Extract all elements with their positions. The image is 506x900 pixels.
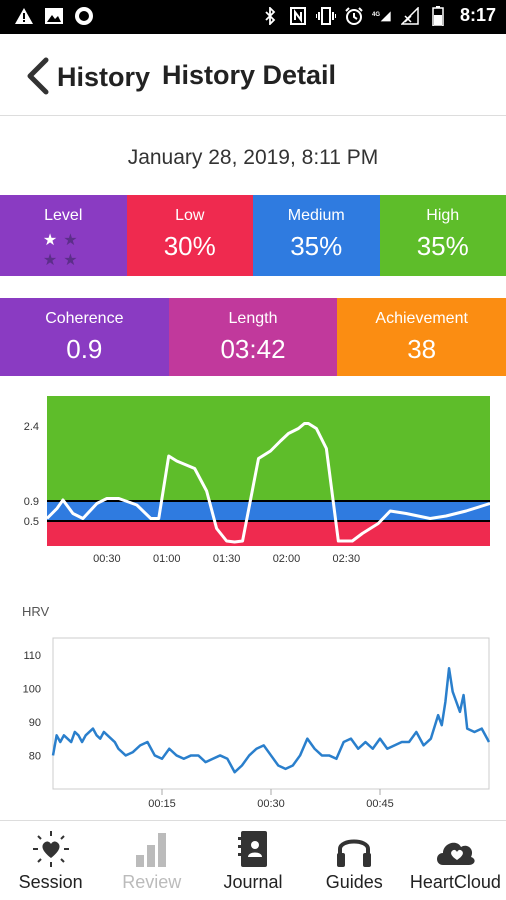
status-time: 8:17 — [459, 5, 496, 25]
x-tick-label: 01:30 — [213, 553, 241, 565]
image-icon — [44, 6, 64, 26]
coherence-tile: Coherence 0.9 — [0, 298, 169, 376]
y-tick-label: 0.5 — [24, 516, 39, 528]
nfc-icon — [288, 6, 308, 26]
bar-chart-icon — [135, 833, 166, 867]
coherence-chart: 0.5 0.9 2.4 00:30 01:00 01:30 02:00 02:30 — [24, 396, 491, 565]
session-stats-row: Coherence 0.9 Length 03:42 Achievement 3… — [0, 298, 506, 376]
medium-tile: Medium 35% — [253, 195, 380, 276]
low-value: 30% — [163, 231, 216, 261]
nav-heartcloud[interactable]: HeartCloud — [405, 821, 506, 900]
length-value: 03:42 — [220, 334, 286, 364]
battery-icon — [428, 5, 448, 26]
nav-heartcloud-label: HeartCloud — [409, 872, 501, 892]
high-tile: High 35% — [379, 195, 506, 276]
zone-band — [47, 521, 490, 546]
high-value: 35% — [416, 231, 469, 261]
x-tick-label: 00:45 — [366, 798, 394, 810]
status-bar-system: 4G 8:17 — [260, 5, 496, 26]
achievement-label: Achievement — [375, 310, 468, 327]
chevron-left-icon — [27, 57, 49, 95]
low-label: Low — [175, 207, 205, 224]
coherence-line — [45, 422, 491, 544]
star-icon: ★ — [63, 252, 84, 269]
star-icon: ★ — [63, 232, 84, 249]
level-stats-row: Level ★★ ★★ Low 30% Medium 35% High 35% — [0, 195, 506, 276]
status-bar-notifications — [14, 6, 94, 26]
nav-review-label: Review — [122, 872, 182, 892]
nav-session[interactable]: Session — [0, 821, 101, 900]
x-tick-label: 00:30 — [93, 553, 121, 565]
x-tick-label: 02:00 — [273, 553, 301, 565]
length-tile: Length 03:42 — [168, 298, 338, 376]
bottom-nav: Session Review Journal Guides HeartC — [0, 820, 506, 900]
level-label: Level — [44, 207, 83, 224]
y-tick-label: 80 — [29, 750, 41, 762]
star-icon: ★ — [42, 232, 64, 249]
nav-guides[interactable]: Guides — [304, 821, 405, 900]
warning-icon — [14, 6, 34, 26]
back-button[interactable] — [22, 56, 54, 96]
medium-value: 35% — [290, 231, 343, 261]
coherence-value: 0.9 — [66, 334, 103, 364]
session-date: January 28, 2019, 8:11 PM — [127, 146, 379, 169]
hrv-line — [51, 666, 491, 774]
level-stars: ★★ ★★ — [0, 231, 127, 271]
status-bar: 4G 8:17 — [0, 0, 506, 34]
heart-burst-icon — [32, 831, 69, 867]
vibrate-icon — [315, 6, 336, 26]
record-icon — [74, 6, 94, 26]
y-tick-label: 100 — [23, 683, 41, 695]
page-title: History Detail — [162, 60, 337, 90]
star-icon: ★ — [42, 252, 64, 269]
x-tick-label: 02:30 — [333, 553, 361, 565]
nav-session-label: Session — [18, 872, 83, 892]
low-tile: Low 30% — [126, 195, 253, 276]
nav-review[interactable]: Review — [101, 821, 202, 900]
plot-frame — [52, 637, 490, 790]
nav-journal-label: Journal — [223, 872, 283, 892]
zone-band — [47, 396, 490, 501]
heart-cloud-icon — [437, 842, 476, 865]
achievement-value: 38 — [407, 334, 437, 364]
bluetooth-icon — [260, 6, 280, 26]
network-4g-icon: 4G — [372, 6, 392, 26]
journal-icon — [238, 831, 267, 867]
y-tick-label: 90 — [29, 717, 41, 729]
hrv-chart-label: HRV — [22, 604, 50, 619]
back-label[interactable]: History — [57, 62, 151, 92]
headphones-icon — [337, 839, 372, 867]
y-tick-label: 0.9 — [24, 496, 39, 508]
high-label: High — [426, 207, 460, 224]
y-tick-label: 2.4 — [24, 421, 39, 433]
signal-icon — [400, 6, 420, 26]
level-tile: Level ★★ ★★ — [0, 195, 127, 276]
nav-guides-label: Guides — [325, 872, 383, 892]
medium-label: Medium — [287, 207, 345, 224]
hrv-chart: 80 90 100 110 00:15 00:30 00:45 — [23, 637, 491, 810]
length-label: Length — [228, 310, 278, 327]
coherence-label: Coherence — [45, 310, 124, 327]
x-tick-label: 00:15 — [148, 798, 176, 810]
y-tick-label: 110 — [23, 650, 41, 662]
x-tick-label: 00:30 — [257, 798, 285, 810]
app-bar: History History Detail — [0, 34, 506, 116]
nav-journal[interactable]: Journal — [202, 821, 303, 900]
alarm-icon — [344, 6, 364, 26]
achievement-tile: Achievement 38 — [337, 298, 506, 376]
x-tick-label: 01:00 — [153, 553, 181, 565]
svg-text:4G: 4G — [372, 12, 380, 18]
